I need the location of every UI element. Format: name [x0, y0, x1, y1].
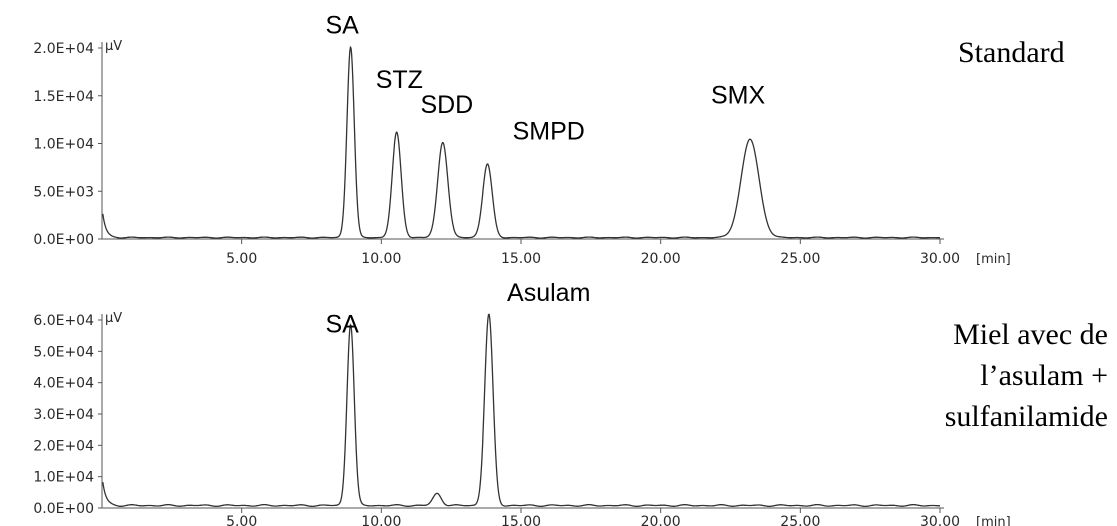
x-axis-unit-label: [min]: [976, 252, 1011, 267]
peak-label: Asulam: [507, 279, 590, 307]
x-tick-label: 5.00: [226, 251, 257, 267]
y-tick-label: 0.0E+00: [33, 501, 94, 517]
panel-title-line: sulfanilamide: [945, 400, 1108, 433]
chromatogram-trace: [102, 313, 940, 508]
x-tick-label: 30.00: [920, 251, 960, 267]
peak-label: SMX: [711, 81, 766, 109]
y-tick-label: 1.0E+04: [33, 470, 94, 486]
y-tick-label: 4.0E+04: [33, 376, 94, 392]
y-tick-label: 1.5E+04: [33, 89, 94, 105]
y-tick-label: 3.0E+04: [33, 407, 94, 423]
chart-panel-1: 0.0E+00 5.0E+03 1.0E+04 1.5E+04 2.0E+04 5.00 1…: [33, 12, 1064, 267]
chromatogram-trace: [102, 45, 940, 239]
panel-title-line: l’asulam +: [980, 359, 1108, 392]
x-tick-label: 25.00: [780, 514, 820, 526]
y-tick-label: 5.0E+04: [33, 344, 94, 360]
x-tick-label: 25.00: [780, 251, 820, 267]
panel-title: Standard: [958, 36, 1065, 69]
y-tick-label: 5.0E+03: [33, 184, 94, 200]
y-tick-label: 1.0E+04: [33, 137, 94, 153]
x-tick-label: 15.00: [501, 251, 541, 267]
x-tick-label: 30.00: [920, 514, 960, 526]
x-tick-label: 20.00: [641, 251, 681, 267]
x-tick-label: 10.00: [361, 514, 401, 526]
peak-label: SA: [325, 12, 359, 40]
panel-title-line: Miel avec de: [953, 318, 1108, 351]
y-tick-label: 6.0E+04: [33, 313, 94, 329]
peak-label: SDD: [420, 91, 473, 119]
y-tick-label: 0.0E+00: [33, 232, 94, 248]
y-tick-label: 2.0E+04: [33, 41, 94, 57]
chart-panel-2: 0.0E+00 1.0E+04 2.0E+04 3.0E+04 4.0E+04 5.0E+…: [33, 279, 1108, 526]
x-tick-label: 15.00: [501, 514, 541, 526]
x-tick-label: 10.00: [361, 251, 401, 267]
peak-label: SA: [325, 311, 359, 339]
peak-label: STZ: [376, 66, 423, 94]
x-tick-label: 5.00: [226, 514, 257, 526]
y-axis-unit-label: µV: [105, 39, 122, 54]
x-axis-unit-label: [min]: [976, 515, 1011, 526]
peak-label: SMPD: [513, 118, 585, 146]
y-axis-unit-label: µV: [105, 311, 122, 326]
y-tick-label: 2.0E+04: [33, 438, 94, 454]
x-tick-label: 20.00: [641, 514, 681, 526]
